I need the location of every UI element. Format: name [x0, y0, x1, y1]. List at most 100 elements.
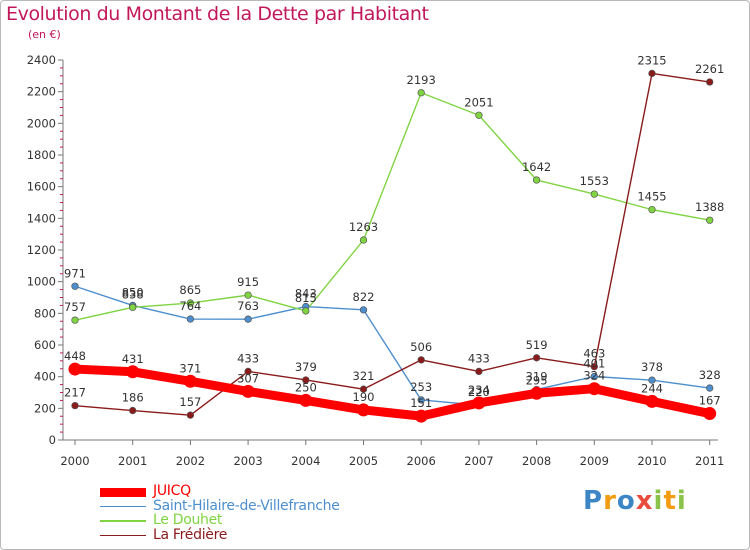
proxiti-logo: Proxiti [583, 486, 687, 516]
data-label: 371 [179, 361, 201, 375]
data-label: 971 [64, 266, 86, 280]
data-point [417, 396, 425, 404]
chart-unit: (en €) [28, 28, 61, 41]
data-label: 1553 [580, 174, 609, 188]
data-label: 2315 [637, 53, 666, 67]
data-point [703, 407, 717, 421]
x-tick-label: 2010 [637, 454, 666, 468]
data-point [645, 394, 659, 408]
data-label: 448 [64, 349, 86, 363]
data-point [244, 291, 252, 299]
x-tick-label: 2009 [580, 454, 609, 468]
data-point [706, 216, 714, 224]
data-point [590, 363, 598, 371]
legend-item: Le Douhet [100, 512, 430, 529]
data-point [359, 385, 368, 393]
data-point [414, 409, 428, 423]
data-point [475, 367, 483, 376]
data-label: 157 [179, 395, 201, 409]
y-tick-label: 1400 [27, 211, 56, 225]
data-label: 295 [526, 373, 548, 387]
y-tick-label: 1200 [27, 243, 56, 257]
legend-swatch [100, 520, 146, 522]
y-tick-label: 2400 [27, 53, 56, 67]
data-label: 843 [295, 287, 317, 301]
logo-letter: P [583, 486, 604, 516]
data-point [71, 282, 79, 290]
x-tick-label: 2005 [349, 454, 378, 468]
data-label: 321 [353, 369, 375, 383]
data-label: 764 [179, 299, 201, 313]
y-tick-label: 0 [49, 433, 56, 447]
x-tick-label: 2006 [407, 454, 436, 468]
data-label: 2051 [464, 95, 493, 109]
series-line-le-douhet [74, 92, 711, 321]
data-point [530, 386, 544, 400]
data-label: 151 [410, 396, 432, 410]
data-label: 1642 [522, 160, 551, 174]
y-tick-label: 2000 [27, 116, 56, 130]
series-line-saint-hilaire-de-villefranche [74, 285, 711, 406]
data-label: 220 [468, 385, 490, 399]
x-tick-label: 2001 [118, 454, 147, 468]
data-label: 757 [64, 300, 86, 314]
data-point [244, 315, 252, 323]
data-label: 186 [122, 391, 144, 405]
data-point [587, 382, 601, 396]
data-point [475, 111, 483, 119]
legend-label: Le Douhet [153, 512, 223, 528]
data-label: 167 [699, 394, 721, 408]
legend-label: JUICQ [153, 483, 191, 499]
x-tick-label: 2011 [695, 454, 724, 468]
series-line-la-fr-di-re [74, 72, 711, 416]
legend-item: Saint-Hilaire-de-Villefranche [100, 498, 430, 515]
data-label: 307 [237, 371, 259, 385]
data-label: 328 [699, 368, 721, 382]
data-label: 433 [468, 351, 490, 365]
data-label: 319 [526, 369, 548, 383]
data-label: 1263 [349, 220, 378, 234]
logo-letter: r [603, 486, 617, 516]
data-point [126, 365, 140, 379]
data-label: 815 [295, 291, 317, 305]
data-point [532, 354, 541, 362]
data-point [706, 384, 714, 392]
series-line-juicq [70, 364, 715, 421]
data-label: 190 [353, 390, 375, 404]
legend-label: La Frédière [153, 526, 228, 543]
data-label: 463 [583, 347, 605, 361]
data-point [71, 316, 79, 324]
y-tick-label: 1600 [27, 180, 56, 194]
data-label: 379 [295, 360, 317, 374]
logo-letter: x [635, 486, 654, 516]
data-label: 763 [237, 299, 259, 313]
data-point [129, 303, 137, 311]
data-label: 217 [64, 386, 86, 400]
data-point [472, 396, 486, 410]
data-label: 865 [179, 283, 201, 297]
data-label: 2261 [695, 62, 724, 76]
data-point [244, 367, 252, 376]
x-tick-label: 2004 [291, 454, 320, 468]
legend-swatch [100, 487, 146, 497]
data-point [357, 403, 370, 417]
data-point [359, 306, 368, 314]
data-point [241, 384, 255, 398]
x-tick-label: 2007 [464, 454, 493, 468]
y-tick-label: 200 [34, 401, 56, 415]
data-point [590, 190, 598, 198]
data-label: 1455 [637, 190, 666, 204]
y-tick-label: 800 [34, 306, 56, 320]
data-label: 1388 [695, 200, 724, 214]
x-tick-label: 2008 [522, 454, 551, 468]
logo-letter: i [676, 486, 687, 516]
legend-swatch [100, 505, 146, 508]
y-tick-label: 600 [34, 338, 56, 352]
data-point [417, 356, 425, 364]
data-label: 234 [468, 383, 490, 397]
legend-swatch [100, 534, 146, 537]
legend-item: JUICQ [100, 483, 430, 500]
legend-item: La Frédière [100, 526, 430, 544]
data-point [648, 376, 656, 384]
